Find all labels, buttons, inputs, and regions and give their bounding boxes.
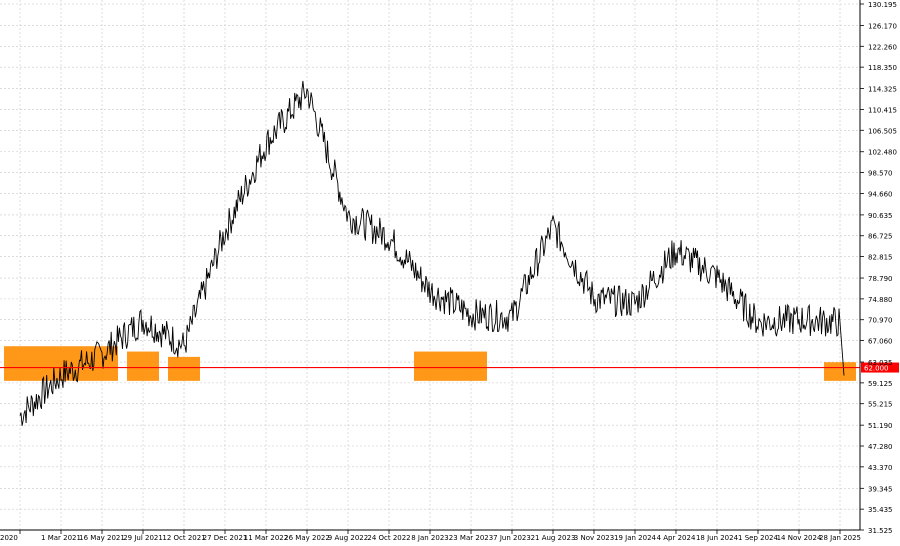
x-tick-label: 14 Nov 2024 xyxy=(777,534,822,542)
support-level-badge xyxy=(861,362,899,373)
x-tick-label: 7 Jun 2023 xyxy=(493,534,531,542)
x-tick-label: 4 Apr 2024 xyxy=(657,534,696,542)
x-tick-label: 28 Jan 2025 xyxy=(819,534,861,542)
highlight-zone xyxy=(824,362,856,381)
x-tick-label: 9 Aug 2022 xyxy=(328,534,368,542)
y-tick-label: 70.970 xyxy=(868,317,893,325)
x-tick-label: 18 Jun 2024 xyxy=(696,534,739,542)
x-tick-label: 11 Mar 2022 xyxy=(244,534,288,542)
highlight-zone xyxy=(414,351,487,381)
support-level: 62.000 xyxy=(0,362,899,373)
y-tick-label: 114.325 xyxy=(868,86,897,94)
x-tick-label: 26 May 2022 xyxy=(284,534,330,542)
y-tick-label: 55.215 xyxy=(868,401,893,409)
y-tick-label: 59.125 xyxy=(868,380,893,388)
x-tick-label: 21 Aug 2023 xyxy=(531,534,576,542)
x-tick-label: 24 Oct 2022 xyxy=(367,534,410,542)
y-tick-label: 35.435 xyxy=(868,506,893,514)
y-tick-labels: 130.195 126.170 122.260 118.350 114.325 110.4… xyxy=(860,1,897,535)
y-tick-label: 82.815 xyxy=(868,254,893,262)
x-tick-label: 1 Sep 2024 xyxy=(738,534,778,542)
x-tick-label: 8 Jan 2023 xyxy=(411,534,449,542)
x-tick-label: 16 May 2021 xyxy=(79,534,125,542)
x-tick-label: 23 Mar 2023 xyxy=(449,534,493,542)
y-tick-label: 78.790 xyxy=(868,275,893,283)
y-tick-label: 51.190 xyxy=(868,422,893,430)
highlight-zone xyxy=(168,356,200,381)
y-tick-label: 74.880 xyxy=(868,296,893,304)
x-tick-label: 2020 xyxy=(0,534,18,542)
y-tick-label: 31.525 xyxy=(868,527,893,535)
y-tick-label: 122.260 xyxy=(868,43,897,51)
y-tick-label: 90.635 xyxy=(868,212,893,220)
y-tick-label: 110.415 xyxy=(868,106,897,114)
y-tick-label: 86.725 xyxy=(868,233,893,241)
y-tick-label: 106.505 xyxy=(868,127,897,135)
x-tick-label: 27 Dec 2021 xyxy=(203,534,248,542)
y-tick-label: 130.195 xyxy=(868,1,897,9)
x-tick-label: 29 Jul 2021 xyxy=(123,534,163,542)
x-tick-label: 3 Nov 2023 xyxy=(574,534,614,542)
y-tick-label: 118.350 xyxy=(868,64,897,72)
y-tick-label: 67.060 xyxy=(868,338,893,346)
price-series xyxy=(19,80,845,426)
highlight-zone xyxy=(127,351,159,381)
y-tick-label: 43.370 xyxy=(868,464,893,472)
x-tick-label: 1 Mar 2021 xyxy=(41,534,81,542)
y-tick-label: 102.480 xyxy=(868,149,897,157)
price-line xyxy=(19,80,845,426)
support-level-label: 62.000 xyxy=(864,365,889,373)
y-tick-label: 47.280 xyxy=(868,443,893,451)
x-tick-label: 12 Oct 2021 xyxy=(162,534,205,542)
y-tick-label: 98.570 xyxy=(868,170,893,178)
x-tick-label: 19 Jan 2024 xyxy=(614,534,657,542)
y-tick-label: 63.035 xyxy=(868,359,893,367)
y-tick-label: 126.170 xyxy=(868,22,897,30)
y-tick-label: 39.345 xyxy=(868,485,893,493)
y-tick-label: 94.660 xyxy=(868,190,893,198)
